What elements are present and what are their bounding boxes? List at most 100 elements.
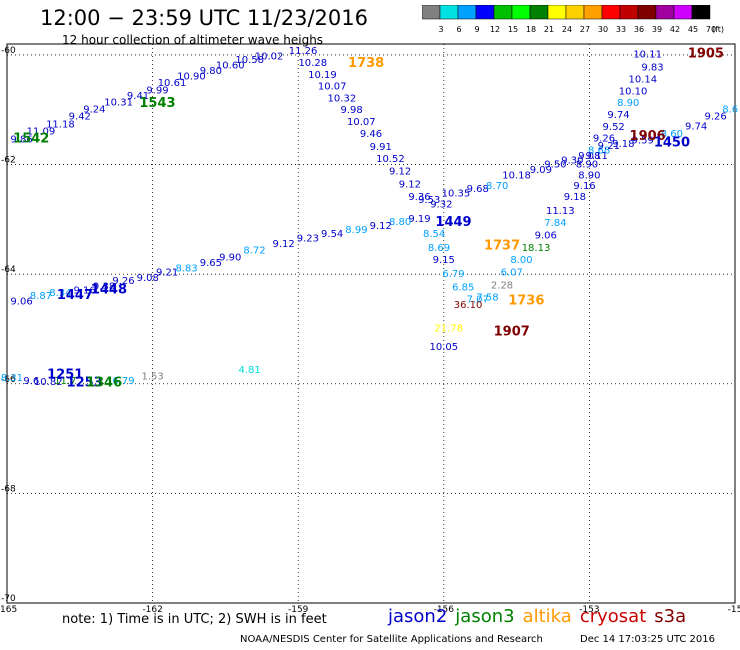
- pass-time-label: 1738: [348, 56, 384, 71]
- pass-time-label: 1253: [67, 376, 103, 391]
- colorbar-label: 24: [562, 25, 572, 34]
- swh-value-label: 8.60: [661, 129, 683, 140]
- swh-value-label: 6.07: [501, 267, 523, 278]
- swh-value-label: 8.80: [389, 217, 411, 228]
- swh-value-label: 9.12: [370, 221, 392, 232]
- colorbar-label: 70: [706, 25, 716, 34]
- swh-value-label: 8.99: [345, 225, 367, 236]
- colorbar-label: 36: [634, 25, 644, 34]
- satellite-legend: jason2 jason3 altika cryosat s3a: [388, 606, 694, 627]
- wave-height-colorbar: 3 6 9 12 15 18 21 24 27 30 33 36 39 42 45 70(ft): [422, 5, 724, 34]
- swh-value-label: 9.06: [535, 231, 557, 242]
- pass-time-label: 1542: [13, 132, 49, 147]
- pass-time-label: 1543: [139, 96, 175, 111]
- plot-frame: [6, 43, 736, 604]
- colorbar-label: 30: [598, 25, 608, 34]
- footer-note: note: 1) Time is in UTC; 2) SWH is in fe…: [62, 612, 327, 627]
- swh-value-label: 10.05: [429, 342, 458, 353]
- pass-time-label: 1450: [654, 135, 690, 150]
- swh-value-label: 9.38: [93, 282, 115, 293]
- swh-value-label: 7.58: [476, 292, 498, 303]
- swh-value-label: 10.11: [633, 50, 662, 61]
- swh-value-label: 10.61: [158, 78, 187, 89]
- satellite-jason3: jason3: [455, 606, 515, 627]
- x-tick-label: -153: [579, 605, 599, 615]
- swh-value-label: 9.50: [544, 159, 566, 170]
- swh-value-label: 9.42: [69, 112, 91, 123]
- swh-value-label: 10.90: [177, 72, 206, 83]
- swh-value-label: 11.09: [27, 126, 56, 137]
- swh-value-label: 10.31: [104, 97, 133, 108]
- swh-value-label: 9.21: [598, 141, 620, 152]
- swh-value-label: 10.52: [376, 154, 405, 165]
- colorbar-unit: (ft): [712, 25, 724, 34]
- swh-value-label: 6.79: [442, 269, 464, 280]
- satellite-altika: altika: [522, 606, 572, 627]
- swh-value-label: 9.26: [704, 112, 726, 123]
- y-tick-label: -60: [1, 46, 16, 56]
- chart-title: 12:00 − 23:59 UTC 11/23/2016: [40, 6, 369, 30]
- swh-value-label: 9.65: [200, 258, 222, 269]
- swh-value-label: 21.78: [434, 324, 463, 335]
- swh-value-label: 10.28: [298, 58, 327, 69]
- colorbar-label: 39: [652, 25, 662, 34]
- colorbar-swatch: [691, 5, 711, 20]
- swh-value-label: 9.59: [632, 136, 654, 147]
- swh-value-label: 9.09: [530, 165, 552, 176]
- x-tick-label: -156: [434, 605, 455, 615]
- swh-value-label: 7.84: [544, 218, 566, 229]
- colorbar-label: 3: [438, 25, 443, 34]
- y-tick-label: -64: [1, 265, 16, 275]
- y-tick-label: -68: [1, 484, 16, 494]
- swh-value-label: 9.74: [685, 121, 707, 132]
- colorbar-label: 21: [544, 25, 554, 34]
- satellite-jason2: jason2: [388, 606, 448, 627]
- swh-value-label: 9.26: [593, 134, 615, 145]
- swh-value-label: 8.00: [510, 255, 532, 266]
- swh-value-label: 9.23: [297, 233, 319, 244]
- generated-timestamp: Dec 14 17:03:25 UTC 2016: [580, 634, 715, 645]
- pass-time-label: 1736: [508, 293, 544, 308]
- swh-value-label: 4.81: [239, 365, 261, 376]
- colorbar-label: 15: [508, 25, 518, 34]
- x-tick-label: -165: [0, 605, 17, 615]
- swh-value-label: 36.10: [454, 300, 483, 311]
- pass-time-label: 1448: [91, 282, 127, 297]
- colorbar-label: 12: [490, 25, 500, 34]
- swh-value-label: 9.86: [10, 135, 32, 146]
- satellite-cryosat: cryosat: [579, 606, 647, 627]
- swh-value-label: 7.07: [467, 295, 489, 306]
- swh-value-label: 9.16: [74, 285, 96, 296]
- swh-value-label: 10.82: [34, 377, 63, 388]
- swh-value-label: 10.14: [628, 74, 657, 85]
- swh-value-label: 11.26: [289, 46, 318, 57]
- swh-value-label: 10.07: [347, 117, 376, 128]
- swh-value-label: 9.91: [370, 142, 392, 153]
- swh-value-label: 6.85: [452, 283, 474, 294]
- swh-value-label: 9.08: [578, 151, 600, 162]
- swh-value-label: 9.99: [146, 85, 168, 96]
- swh-value-label: 9.32: [430, 199, 452, 210]
- colorbar-label: 33: [616, 25, 626, 34]
- swh-value-label: 8.6: [722, 105, 738, 116]
- colorbar-label: 27: [580, 25, 590, 34]
- swh-value-label: 10.18: [502, 170, 531, 181]
- swh-value-label: 9.98: [340, 105, 362, 116]
- swh-value-label: 9.83: [641, 62, 663, 73]
- swh-value-label: 10.32: [328, 94, 357, 105]
- swh-value-label: 9.12: [389, 166, 411, 177]
- swh-value-label: 8.83: [175, 263, 197, 274]
- swh-value-label: 9.12: [399, 180, 421, 191]
- pass-time-label: 1906: [630, 129, 666, 144]
- colorbar-label: 45: [688, 25, 698, 34]
- pass-time-label: 1907: [494, 325, 530, 340]
- y-tick-label: -66: [1, 375, 16, 385]
- swh-value-label: 9.24: [83, 105, 105, 116]
- swh-value-label: 6.79: [112, 376, 134, 387]
- x-tick-label: -159: [288, 605, 309, 615]
- y-tick-label: -62: [1, 156, 16, 166]
- pass-time-label: 1447: [57, 288, 93, 303]
- swh-value-label: 8.90: [576, 159, 598, 170]
